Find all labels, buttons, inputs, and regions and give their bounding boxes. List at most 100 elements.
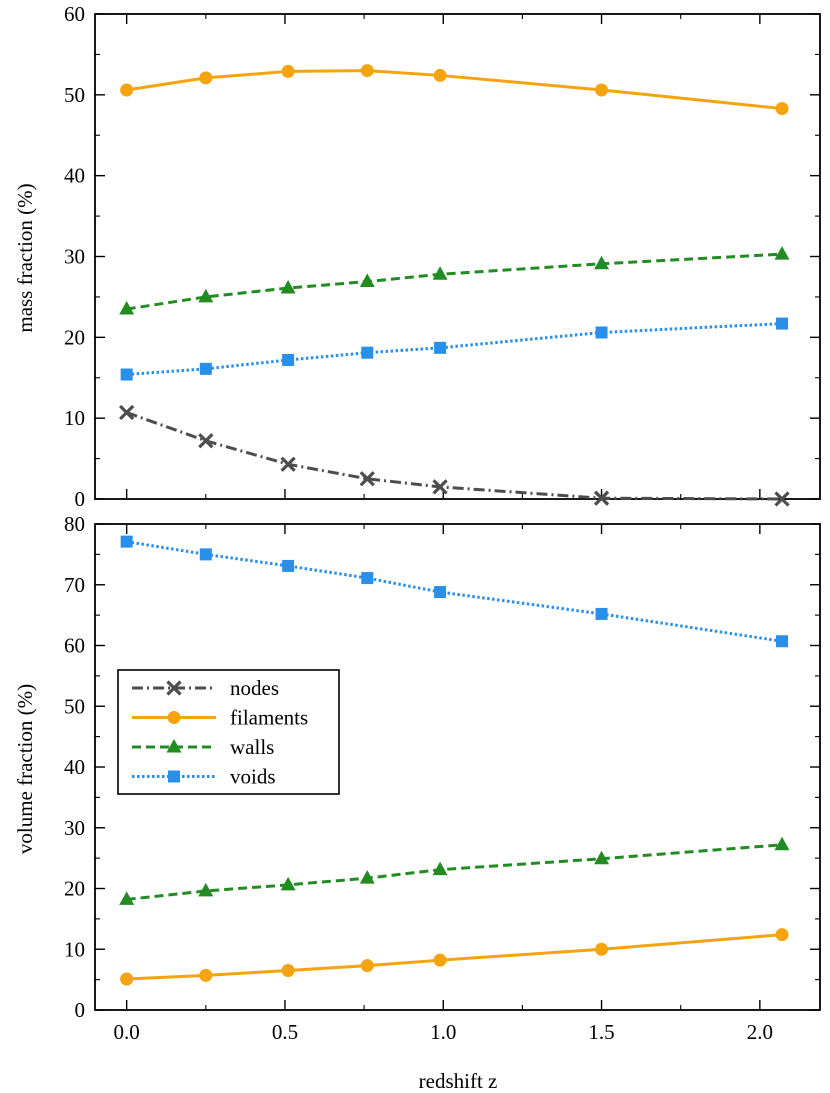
data-point-voids <box>199 362 212 375</box>
y-tick-label: 70 <box>64 573 85 597</box>
data-point-filaments <box>199 71 213 85</box>
series-filaments <box>120 64 789 116</box>
legend-label-walls: walls <box>230 735 274 759</box>
data-point-walls <box>359 870 375 884</box>
data-point-filaments <box>120 83 134 97</box>
data-point-filaments <box>595 83 609 97</box>
data-point-walls <box>359 273 375 288</box>
legend-marker-filaments <box>167 711 181 724</box>
data-point-voids <box>434 586 447 599</box>
y-tick-label: 0 <box>75 998 86 1022</box>
series-nodes <box>119 404 790 507</box>
series-voids <box>120 317 789 381</box>
data-point-walls <box>594 255 610 270</box>
x-tick-label: 1.5 <box>588 1020 614 1044</box>
legend: nodes filaments walls voids <box>117 669 340 795</box>
data-point-voids <box>199 548 212 561</box>
y-tick-label: 10 <box>64 937 85 961</box>
data-point-nodes <box>774 491 790 507</box>
x-tick-label: 2.0 <box>747 1020 773 1044</box>
y-tick-label: 50 <box>64 83 85 107</box>
data-point-filaments <box>360 959 374 973</box>
data-point-filaments <box>360 64 374 78</box>
data-point-voids <box>434 341 447 354</box>
series-line-walls <box>126 843 783 901</box>
y-tick-label: 60 <box>64 2 85 26</box>
data-point-filaments <box>595 942 609 956</box>
data-point-voids <box>282 353 295 366</box>
x-tick-label: 1.0 <box>430 1020 456 1044</box>
data-point-filaments <box>775 102 789 116</box>
data-point-walls <box>198 288 214 303</box>
mass-fraction-panel: 0 10 20 30 40 50 60 <box>64 2 821 511</box>
series-line-filaments <box>126 933 783 981</box>
x-tick-label: 0.5 <box>272 1020 298 1044</box>
data-point-walls <box>594 850 610 865</box>
legend-marker-walls <box>166 739 182 753</box>
series-walls <box>119 836 790 905</box>
data-point-nodes <box>593 490 610 506</box>
y-tick-label: 40 <box>64 164 85 188</box>
y-axis-label-mass: mass fraction (%) <box>13 183 37 332</box>
data-point-voids <box>120 535 133 548</box>
data-point-nodes <box>119 404 135 421</box>
series-line-nodes <box>126 411 783 501</box>
y-tick-label: 40 <box>64 755 85 779</box>
data-point-voids <box>595 326 608 339</box>
legend-marker-nodes <box>166 680 182 696</box>
data-point-voids <box>361 346 374 359</box>
legend-box <box>117 669 340 795</box>
y-tick-label: 80 <box>64 512 85 536</box>
data-point-nodes <box>280 456 296 472</box>
data-point-walls <box>774 246 790 260</box>
data-point-filaments <box>281 64 295 78</box>
data-point-filaments <box>281 964 295 978</box>
series-line-voids <box>126 540 783 643</box>
y-tick-label: 0 <box>75 487 86 511</box>
data-point-filaments <box>433 68 447 82</box>
data-point-voids <box>776 635 789 648</box>
data-point-voids <box>595 607 608 620</box>
y-tick-label: 60 <box>64 634 85 658</box>
plot-frame <box>94 13 821 500</box>
series-filaments <box>120 928 789 986</box>
series-voids <box>120 535 789 648</box>
data-point-walls <box>774 836 790 851</box>
legend-label-filaments: filaments <box>230 706 308 730</box>
data-point-voids <box>361 572 374 585</box>
data-point-nodes <box>359 471 375 487</box>
series-line-filaments <box>126 69 783 111</box>
data-point-walls <box>119 891 135 905</box>
data-point-walls <box>280 876 296 891</box>
x-tick-label: 0.0 <box>114 1020 140 1044</box>
data-point-voids <box>120 368 133 381</box>
volume-fraction-panel: 0 10 20 30 40 50 60 70 80 0.0 0.5 1.0 1.5 2.0 nodes fil… <box>64 512 821 1044</box>
y-tick-label: 50 <box>64 694 85 718</box>
data-point-voids <box>282 559 295 572</box>
data-point-filaments <box>199 968 213 982</box>
data-point-nodes <box>432 479 448 495</box>
data-point-nodes <box>198 433 214 449</box>
series-walls <box>119 246 790 315</box>
y-tick-label: 30 <box>64 245 85 269</box>
data-point-filaments <box>120 972 134 986</box>
data-point-walls <box>432 266 448 280</box>
data-point-walls <box>119 301 135 315</box>
data-point-filaments <box>433 953 447 967</box>
x-axis-label: redshift z <box>419 1069 498 1093</box>
data-point-walls <box>198 882 214 897</box>
data-point-walls <box>280 280 296 294</box>
data-point-walls <box>432 861 448 876</box>
legend-label-nodes: nodes <box>230 676 279 700</box>
y-tick-label: 20 <box>64 325 85 349</box>
series-line-walls <box>126 252 783 311</box>
y-tick-label: 30 <box>64 816 85 840</box>
legend-marker-voids <box>168 770 180 783</box>
series-line-voids <box>126 322 783 377</box>
data-point-filaments <box>775 928 789 942</box>
data-point-voids <box>776 317 789 330</box>
legend-label-voids: voids <box>230 765 276 789</box>
y-tick-label: 10 <box>64 406 85 430</box>
y-tick-label: 20 <box>64 877 85 901</box>
